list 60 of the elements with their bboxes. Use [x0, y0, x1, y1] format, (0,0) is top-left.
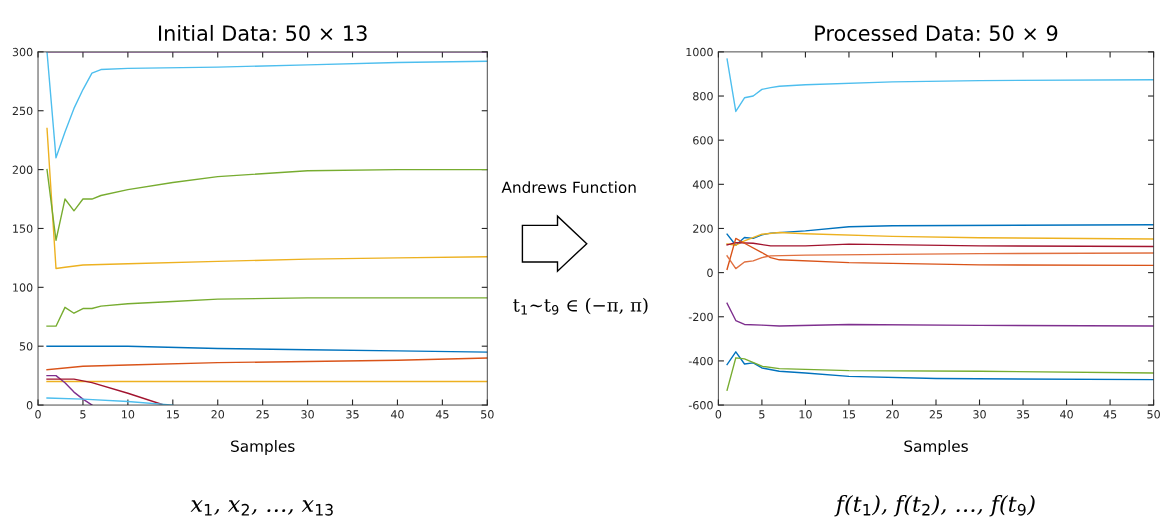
- x-axis-title: Samples: [904, 440, 968, 455]
- line-series: [46, 374, 93, 406]
- x-tick-label: 25: [929, 410, 943, 419]
- y-tick-label: 50: [19, 342, 33, 351]
- y-tick-label: 300: [12, 47, 33, 57]
- x-tick-label: 50: [1147, 410, 1160, 419]
- x-tick-label: 20: [211, 410, 225, 419]
- x-tick-label: 35: [346, 410, 359, 419]
- x-tick-label: 5: [80, 410, 86, 419]
- y-tick-label: -200: [688, 312, 713, 322]
- x-tick-label: 20: [886, 410, 899, 419]
- x-tick-label: 40: [390, 410, 404, 419]
- line-series: [726, 351, 1154, 381]
- text: x$_{1}$, x$_{2}$, …, x$_{13}$: [190, 500, 333, 516]
- line-series: [46, 357, 488, 371]
- x-tick-label: 15: [166, 410, 179, 419]
- y-tick-label: 600: [693, 136, 713, 145]
- x-tick-label: 10: [799, 410, 812, 419]
- y-tick-label: -600: [688, 401, 713, 410]
- x-tick-label: 30: [973, 410, 986, 419]
- x-tick-label: 0: [715, 410, 722, 419]
- y-tick-label: 150: [13, 224, 33, 233]
- y-tick-label: 800: [693, 92, 713, 101]
- line-series: [726, 224, 1154, 246]
- x-tick-label: 45: [435, 410, 449, 419]
- y-tick-label: 400: [692, 180, 713, 189]
- line-series: [46, 297, 488, 327]
- line-series: [726, 302, 1154, 327]
- line-series: [46, 127, 488, 270]
- x-tick-label: 45: [1103, 410, 1117, 419]
- chart-title: Processed Data: 50 × 9: [815, 24, 1058, 42]
- y-tick-label: 0: [707, 268, 713, 277]
- y-tick-label: 1000: [686, 47, 713, 57]
- x-tick-label: 30: [301, 410, 314, 419]
- line-series: [46, 51, 488, 159]
- line-series: [726, 357, 1154, 391]
- x-tick-label: 5: [759, 410, 765, 419]
- y-tick-label: 100: [13, 283, 33, 292]
- x-tick-label: 10: [122, 410, 135, 419]
- x-tick-label: 15: [843, 410, 856, 419]
- line-series: [726, 237, 1154, 270]
- x-tick-label: 0: [35, 410, 41, 419]
- x-tick-label: 35: [1016, 410, 1030, 419]
- y-tick-label: 250: [12, 106, 33, 116]
- y-tick-label: 200: [12, 165, 33, 174]
- text: Andrews Function: [501, 181, 636, 194]
- line-series: [726, 252, 1154, 270]
- x-tick-label: 25: [256, 410, 269, 419]
- y-tick-label: 200: [693, 224, 713, 233]
- x-tick-label: 50: [481, 410, 494, 419]
- text: t$_{1}$~t$_{9}$ ∈ (−π, π): [513, 297, 648, 315]
- text: f(t$_{1}$), f(t$_{2}$), …, f(t$_{9}$): [834, 494, 1035, 517]
- line-series: [726, 231, 1154, 246]
- chart-title: Initial Data: 50 × 13: [159, 24, 367, 42]
- x-tick-label: 40: [1060, 410, 1073, 419]
- x-axis-title: Samples: [231, 440, 295, 455]
- y-tick-label: -400: [688, 356, 713, 366]
- y-tick-label: 0: [26, 401, 33, 410]
- line-series: [46, 168, 488, 241]
- line-series: [726, 58, 1154, 113]
